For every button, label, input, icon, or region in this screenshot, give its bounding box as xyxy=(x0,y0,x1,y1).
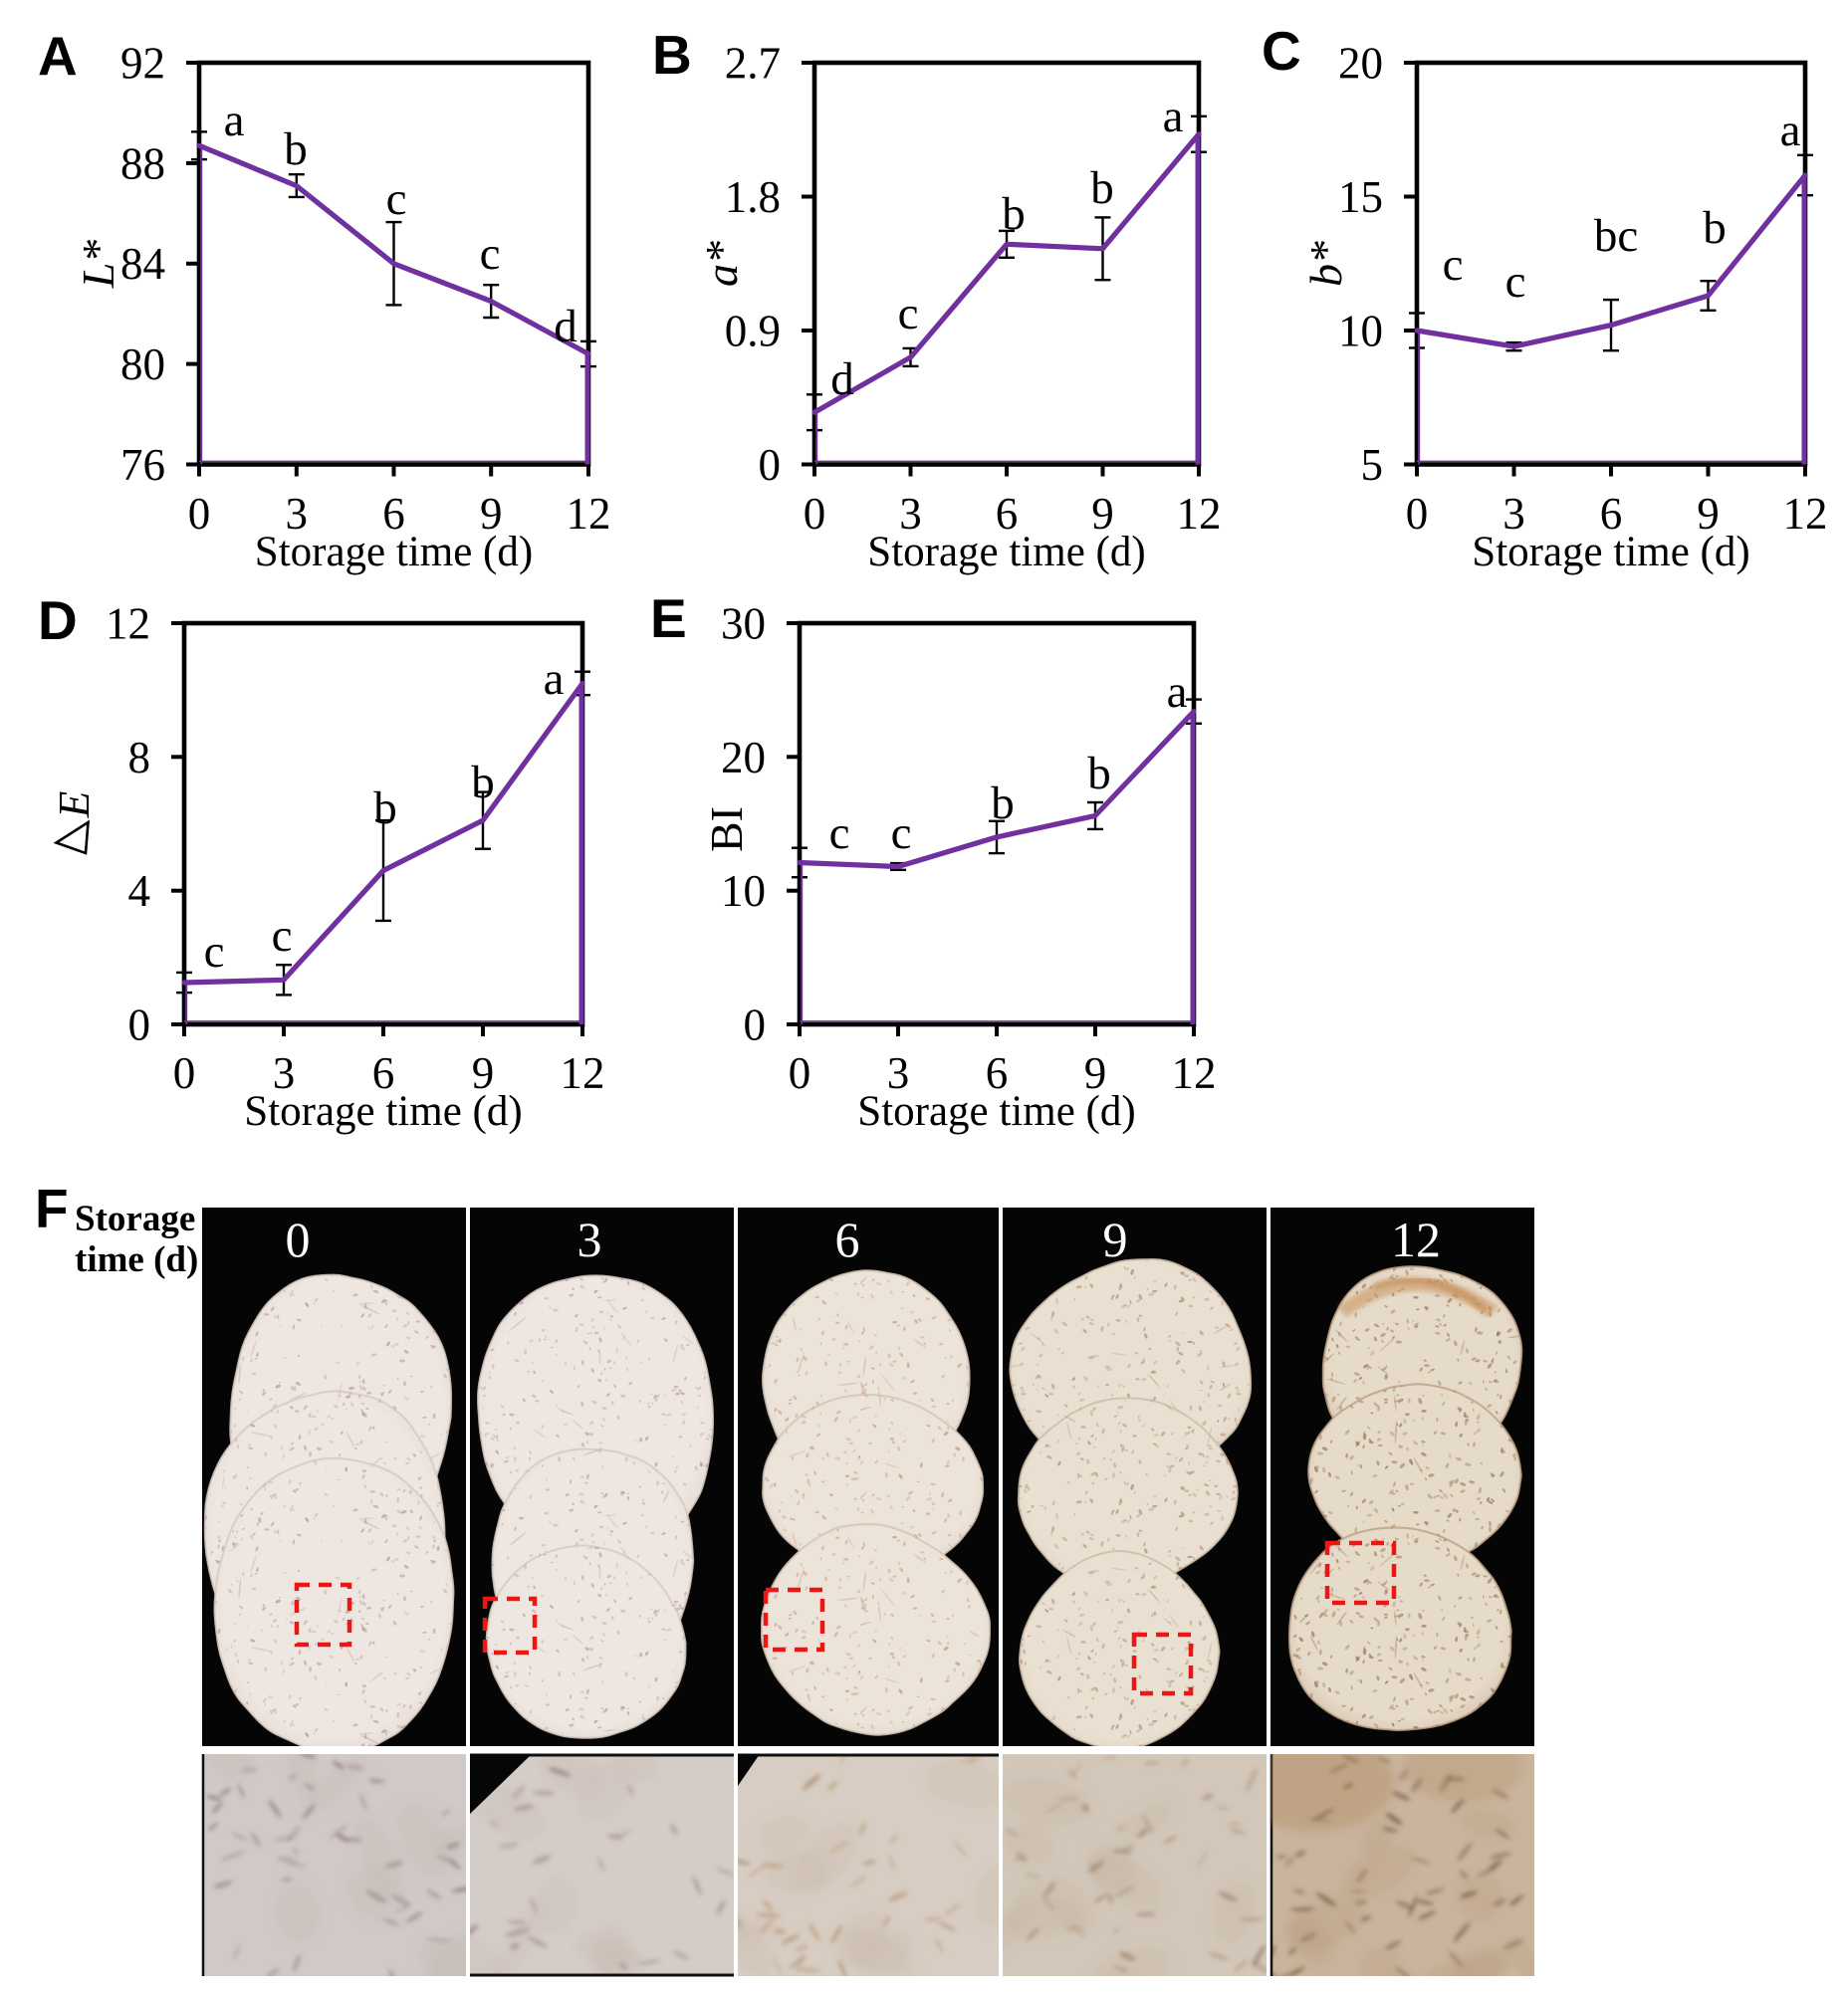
svg-text:b: b xyxy=(1703,202,1727,254)
svg-text:E: E xyxy=(650,587,687,649)
svg-text:C: C xyxy=(1262,20,1301,82)
svg-text:12: 12 xyxy=(1391,1212,1441,1267)
svg-text:b: b xyxy=(1002,188,1026,240)
svg-text:12: 12 xyxy=(1783,489,1828,539)
svg-text:12: 12 xyxy=(1177,489,1222,539)
svg-text:b: b xyxy=(1087,748,1111,799)
svg-text:B: B xyxy=(652,24,692,86)
svg-text:12: 12 xyxy=(567,489,611,539)
svg-text:8: 8 xyxy=(128,733,151,782)
svg-text:d: d xyxy=(554,301,578,352)
svg-text:15: 15 xyxy=(1338,172,1383,222)
svg-text:Storage time (d): Storage time (d) xyxy=(255,529,533,575)
svg-text:80: 80 xyxy=(120,339,165,389)
svg-text:F: F xyxy=(35,1178,69,1239)
svg-text:10: 10 xyxy=(721,866,766,916)
svg-text:b: b xyxy=(471,757,495,808)
svg-text:b*: b* xyxy=(1300,241,1351,287)
svg-text:4: 4 xyxy=(128,866,151,916)
svg-text:6: 6 xyxy=(835,1212,860,1267)
svg-text:3: 3 xyxy=(887,1048,910,1098)
svg-text:3: 3 xyxy=(578,1212,602,1267)
svg-text:6: 6 xyxy=(996,489,1019,539)
svg-text:a*: a* xyxy=(696,241,747,287)
svg-text:9: 9 xyxy=(1084,1048,1107,1098)
svg-text:10: 10 xyxy=(1338,307,1383,356)
svg-text:0: 0 xyxy=(744,1000,767,1050)
svg-text:A: A xyxy=(38,25,78,87)
svg-text:3: 3 xyxy=(273,1048,296,1098)
svg-text:20: 20 xyxy=(1338,39,1383,89)
svg-text:b: b xyxy=(373,782,397,834)
svg-text:20: 20 xyxy=(721,733,766,782)
svg-text:Storage time (d): Storage time (d) xyxy=(244,1088,522,1135)
svg-text:a: a xyxy=(1163,91,1184,142)
svg-text:9: 9 xyxy=(1697,489,1720,539)
svg-text:0: 0 xyxy=(173,1048,196,1098)
svg-text:0: 0 xyxy=(759,440,782,490)
svg-text:1.8: 1.8 xyxy=(725,172,781,222)
svg-text:BI: BI xyxy=(701,806,752,852)
svg-text:Storage time (d): Storage time (d) xyxy=(857,1088,1135,1135)
svg-text:6: 6 xyxy=(372,1048,395,1098)
svg-text:bc: bc xyxy=(1594,210,1638,262)
svg-text:0: 0 xyxy=(789,1048,811,1098)
svg-text:2.7: 2.7 xyxy=(725,39,781,89)
svg-text:6: 6 xyxy=(1600,489,1623,539)
svg-text:12: 12 xyxy=(1172,1048,1217,1098)
svg-text:0: 0 xyxy=(128,1000,151,1050)
svg-text:a: a xyxy=(544,653,565,705)
svg-text:Storage time (d): Storage time (d) xyxy=(1472,529,1749,575)
svg-text:a: a xyxy=(1167,666,1188,718)
svg-text:c: c xyxy=(272,910,293,962)
svg-text:b: b xyxy=(284,123,308,175)
svg-text:b: b xyxy=(1090,162,1114,214)
svg-text:84: 84 xyxy=(120,239,165,289)
svg-text:3: 3 xyxy=(899,489,922,539)
svg-text:12: 12 xyxy=(106,599,150,649)
svg-text:D: D xyxy=(38,589,78,651)
svg-text:76: 76 xyxy=(120,440,165,490)
svg-text:9: 9 xyxy=(1091,489,1114,539)
svg-text:3: 3 xyxy=(286,489,309,539)
svg-text:c: c xyxy=(891,807,912,859)
svg-text:88: 88 xyxy=(120,138,165,188)
svg-text:5: 5 xyxy=(1361,440,1384,490)
svg-text:0: 0 xyxy=(804,489,826,539)
svg-text:c: c xyxy=(1443,239,1464,291)
svg-text:12: 12 xyxy=(561,1048,605,1098)
svg-text:0: 0 xyxy=(1406,489,1429,539)
svg-text:0: 0 xyxy=(188,489,211,539)
svg-text:6: 6 xyxy=(382,489,405,539)
svg-text:c: c xyxy=(386,173,407,225)
svg-text:92: 92 xyxy=(120,39,165,89)
svg-text:a: a xyxy=(224,95,245,146)
svg-text:9: 9 xyxy=(472,1048,495,1098)
svg-text:L*: L* xyxy=(73,240,123,290)
svg-text:30: 30 xyxy=(721,599,766,649)
svg-text:3: 3 xyxy=(1502,489,1525,539)
svg-text:d: d xyxy=(830,353,854,405)
svg-text:0.9: 0.9 xyxy=(725,307,781,356)
svg-text:c: c xyxy=(1505,256,1526,308)
svg-text:6: 6 xyxy=(986,1048,1009,1098)
svg-text:c: c xyxy=(204,926,225,978)
svg-text:c: c xyxy=(898,288,919,339)
svg-text:Storage: Storage xyxy=(75,1199,195,1239)
svg-text:0: 0 xyxy=(286,1212,311,1267)
svg-text:c: c xyxy=(480,228,501,280)
svg-text:Storage time (d): Storage time (d) xyxy=(867,529,1145,575)
svg-text:b: b xyxy=(991,777,1015,829)
svg-text:E: E xyxy=(50,790,99,818)
svg-text:time (d): time (d) xyxy=(75,1239,198,1280)
svg-text:9: 9 xyxy=(1103,1212,1128,1267)
svg-text:a: a xyxy=(1780,105,1801,156)
svg-text:c: c xyxy=(829,807,850,859)
svg-text:9: 9 xyxy=(480,489,503,539)
